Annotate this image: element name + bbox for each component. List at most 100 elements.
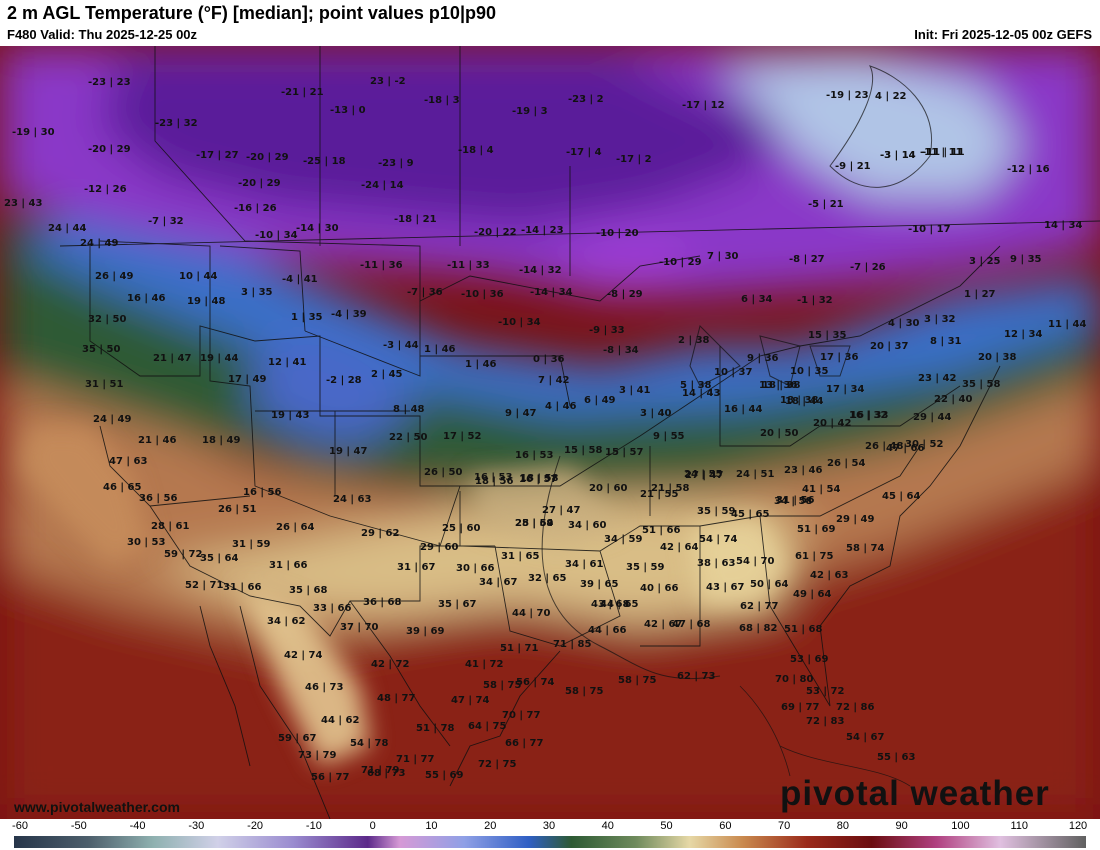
point-value: 35 | 50 (82, 344, 121, 355)
point-value: 56 | 74 (516, 677, 555, 688)
point-value: 18 | 38 (762, 380, 801, 391)
point-value: -17 | 2 (616, 154, 652, 165)
point-value: 58 | 75 (565, 686, 604, 697)
point-value: 26 | 49 (95, 271, 134, 282)
point-value: 70 | 77 (502, 710, 541, 721)
point-value: 20 | 37 (870, 341, 909, 352)
point-value: 32 | 50 (88, 314, 127, 325)
point-value: 52 | 71 (185, 580, 224, 591)
point-value: 46 | 73 (305, 682, 344, 693)
point-value: 31 | 65 (501, 551, 540, 562)
point-value: 36 | 68 (363, 597, 402, 608)
point-value: 22 | 40 (934, 394, 973, 405)
point-value: 44 | 65 (600, 599, 639, 610)
point-value: 16 | 46 (127, 293, 166, 304)
point-value: 2 | 45 (371, 369, 403, 380)
point-value: -18 | 3 (424, 95, 460, 106)
point-value: 54 | 70 (736, 556, 775, 567)
point-value: -17 | 12 (682, 100, 725, 111)
temperature-map[interactable]: -23 | 23 -21 | 21 23 | -2 -18 | 3 -13 | 0 -19… (0, 46, 1100, 819)
point-value: 24 | 49 (80, 238, 119, 249)
point-value: 34 | 58 (774, 496, 813, 507)
point-value: 71 | 79 (361, 765, 400, 776)
point-value: 21 | 46 (138, 435, 177, 446)
point-value: -19 | 23 (826, 90, 869, 101)
point-value: 7 | 30 (707, 251, 739, 262)
point-value: 16 | 32 (849, 410, 888, 421)
point-value: 22 | 50 (389, 432, 428, 443)
point-value: -17 | 27 (196, 150, 239, 161)
point-value: 24 | 55 (684, 469, 723, 480)
point-value: 3 | 32 (924, 314, 956, 325)
point-value: 12 | 41 (268, 357, 307, 368)
point-value: 20 | 50 (760, 428, 799, 439)
point-value: 31 | 59 (232, 539, 271, 550)
point-value: 44 | 62 (321, 715, 360, 726)
point-value: 18 | 56 (475, 476, 514, 487)
point-value: -23 | 23 (88, 77, 131, 88)
point-value: -20 | 29 (88, 144, 131, 155)
point-value: 34 | 61 (565, 559, 604, 570)
point-value: -4 | 39 (331, 309, 367, 320)
colorbar-tick: 110 (1010, 820, 1028, 832)
point-value: -3 | 14 (880, 150, 916, 161)
point-value: 2 | 38 (678, 335, 710, 346)
point-value: 34 | 67 (479, 577, 518, 588)
point-value: 42 | 74 (284, 650, 323, 661)
point-value: 9 | 36 (747, 353, 779, 364)
point-value: 20 | 60 (589, 483, 628, 494)
point-value: 1 | 46 (424, 344, 456, 355)
point-value: 17 | 34 (826, 384, 865, 395)
point-value: -10 | 17 (908, 224, 951, 235)
point-value: 7 | 42 (538, 375, 570, 386)
point-value: 58 | 74 (846, 543, 885, 554)
point-value: 51 | 66 (642, 525, 681, 536)
point-value: 4 | 46 (545, 401, 577, 412)
point-value: 30 | 53 (127, 537, 166, 548)
point-value: 39 | 69 (406, 626, 445, 637)
point-value: 9 | 55 (653, 431, 685, 442)
point-value: 1 | 27 (964, 289, 996, 300)
point-value: -10 | 34 (255, 230, 298, 241)
point-value: 72 | 83 (806, 716, 845, 727)
point-value: 55 | 69 (425, 770, 464, 781)
point-value: 21 | 58 (651, 483, 690, 494)
point-value: 42 | 67 (644, 619, 683, 630)
point-value: -20 | 22 (474, 227, 517, 238)
colorbar-tick: 20 (484, 820, 497, 832)
point-value: -18 | 21 (394, 214, 437, 225)
point-value: 42 | 72 (371, 659, 410, 670)
point-value: 20 | 38 (978, 352, 1017, 363)
point-value: -17 | 4 (566, 147, 602, 158)
point-value: 62 | 77 (740, 601, 779, 612)
point-value: 26 | 54 (827, 458, 866, 469)
point-value: -8 | 34 (603, 345, 639, 356)
point-value: 31 | 67 (397, 562, 436, 573)
point-value: 29 | 60 (420, 542, 459, 553)
point-value: 35 | 59 (697, 506, 736, 517)
point-value: 21 | 55 (640, 489, 679, 500)
point-value: 44 | 66 (588, 625, 627, 636)
point-value: 47 | 74 (451, 695, 490, 706)
point-value: 59 | 72 (164, 549, 203, 560)
point-value: 13 | 36 (759, 380, 798, 391)
point-value: -19 | 3 (512, 106, 548, 117)
point-value: -7 | 26 (850, 262, 886, 273)
point-value: 14 | 43 (682, 388, 721, 399)
point-value: 16 | 33 (850, 410, 889, 421)
point-value: 62 | 73 (677, 671, 716, 682)
point-value: 14 | 34 (1044, 220, 1083, 231)
point-value: 58 | 75 (618, 675, 657, 686)
point-value: 3 | 35 (241, 287, 273, 298)
point-value: -8 | 29 (607, 289, 643, 300)
colorbar-tick: -10 (305, 820, 322, 832)
point-value: 47 | 68 (672, 619, 711, 630)
colorbar-tick: 0 (369, 820, 376, 832)
point-value: 72 | 86 (836, 702, 875, 713)
colorbar-tick: 120 (1068, 820, 1088, 832)
colorbar-tick: 90 (895, 820, 908, 832)
point-value: 26 | 64 (276, 522, 315, 533)
point-value: 51 | 68 (784, 624, 823, 635)
point-value: -24 | 14 (361, 180, 404, 191)
point-value: -14 | 34 (530, 287, 573, 298)
